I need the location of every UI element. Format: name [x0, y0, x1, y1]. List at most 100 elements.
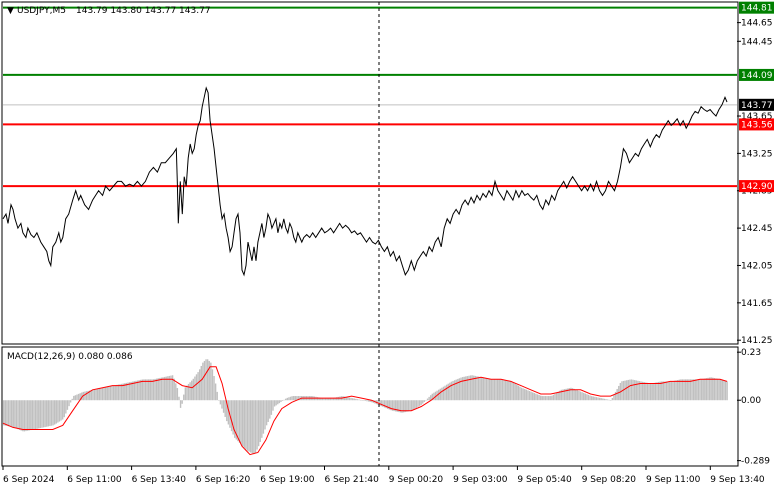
macd-histogram-bar [125, 382, 128, 401]
macd-panel[interactable] [1, 346, 739, 467]
macd-histogram-bar [345, 396, 347, 401]
price-tick-label: 141.25 [741, 336, 773, 346]
macd-histogram-bar [524, 389, 526, 401]
price-series-line [2, 86, 728, 277]
macd-histogram-bar [578, 390, 580, 401]
macd-histogram-bar [402, 400, 405, 413]
macd-histogram-bar [218, 400, 220, 401]
macd-histogram-bar [383, 400, 386, 408]
macd-histogram-bar [418, 400, 421, 406]
macd-histogram-bar [12, 400, 14, 428]
macd-histogram-bar [530, 391, 532, 401]
macd-histogram-bar [288, 397, 290, 401]
macd-histogram-bar [445, 384, 448, 401]
macd-histogram-bar [713, 378, 716, 401]
macd-histogram-bar [53, 400, 56, 425]
macd-histogram-bar [165, 376, 167, 401]
macd-histogram-bar [391, 400, 394, 411]
level-142-90-label-box [739, 180, 774, 193]
macd-histogram-bar [200, 365, 202, 401]
macd-histogram-bar [688, 379, 690, 401]
macd-histogram-bar [444, 385, 446, 401]
macd-histogram-bar [520, 387, 523, 401]
macd-histogram-bar [227, 400, 230, 425]
macd-histogram-bar [396, 400, 398, 412]
macd-histogram-bar [269, 400, 271, 419]
macd-histogram-bar [20, 400, 22, 431]
macd-histogram-bar [552, 394, 555, 401]
macd-histogram-bar [63, 400, 65, 418]
macd-histogram-bar [318, 397, 320, 401]
macd-histogram-bar [720, 379, 722, 401]
macd-histogram-bar [106, 386, 108, 401]
macd-histogram-bar [600, 398, 602, 401]
macd-histogram-bar [285, 398, 287, 401]
macd-histogram-bar [393, 400, 395, 412]
header-triangle-icon[interactable]: ▼ [7, 6, 14, 16]
macd-histogram-bar [104, 387, 107, 401]
macd-histogram-bar [680, 379, 682, 401]
macd-histogram-bar [334, 397, 336, 401]
macd-histogram-bar [616, 388, 618, 401]
macd-histogram-bar [694, 379, 696, 401]
macd-histogram-bar [265, 400, 268, 426]
macd-histogram-bar [42, 400, 45, 428]
macd-histogram-bar [669, 381, 671, 401]
macd-histogram-bar [509, 381, 512, 401]
macd-histogram-bar [581, 392, 583, 401]
macd-histogram-bar [90, 390, 93, 401]
macd-histogram-bar [277, 400, 279, 405]
macd-histogram-bar [715, 378, 717, 401]
price-tick-label: 142.05 [741, 261, 773, 271]
macd-histogram-bar [198, 369, 201, 401]
macd-histogram-bar [401, 400, 403, 413]
macd-histogram-bar [699, 379, 701, 401]
macd-histogram-bar [31, 400, 34, 430]
macd-histogram-bar [286, 397, 289, 401]
macd-histogram-bar [68, 400, 70, 407]
macd-histogram-bar [723, 380, 725, 401]
price-tick-label: 142.45 [741, 224, 773, 234]
macd-histogram-bar [34, 400, 37, 430]
time-axis-label: 6 Sep 13:40 [132, 475, 187, 485]
macd-histogram-bar [576, 390, 579, 401]
macd-histogram-bar [547, 396, 550, 401]
macd-histogram-bar [399, 400, 402, 413]
macd-histogram-bar [211, 369, 214, 401]
macd-histogram-bar [253, 400, 255, 455]
macd-histogram-bar [516, 384, 518, 401]
macd-histogram-bar [92, 389, 94, 401]
macd-histogram-bar [100, 388, 102, 401]
macd-histogram-bar [245, 400, 247, 450]
macd-histogram-bar [653, 382, 655, 401]
macd-histogram-bar [700, 379, 703, 401]
time-axis-label: 9 Sep 08:20 [582, 475, 637, 485]
macd-histogram-bar [65, 400, 67, 414]
macd-histogram-bar [541, 396, 543, 401]
macd-histogram-bar [501, 379, 504, 401]
macd-histogram-bar [181, 400, 183, 404]
macd-histogram-bar [197, 372, 199, 401]
macd-histogram-bar [632, 379, 634, 401]
macd-histogram-bar [428, 396, 430, 401]
macd-histogram-bar [205, 359, 207, 401]
macd-histogram-bar [598, 397, 601, 401]
macd-histogram-bar [498, 379, 500, 401]
macd-histogram-bar [353, 398, 355, 401]
macd-histogram-bar [637, 380, 639, 401]
macd-histogram-bar [691, 379, 693, 401]
macd-histogram-bar [571, 388, 574, 401]
macd-histogram-bar [627, 379, 630, 401]
macd-histogram-bar [144, 379, 147, 401]
macd-histogram-bar [721, 379, 724, 401]
macd-histogram-bar [234, 400, 236, 438]
macd-histogram-bar [351, 398, 354, 401]
price-panel[interactable] [1, 1, 739, 345]
macd-histogram-bar [602, 398, 604, 401]
macd-histogram-bar [332, 397, 335, 401]
macd-histogram-bar [358, 399, 360, 401]
macd-histogram-bar [683, 379, 685, 401]
macd-histogram-bar [221, 400, 223, 409]
macd-histogram-bar [423, 400, 426, 402]
